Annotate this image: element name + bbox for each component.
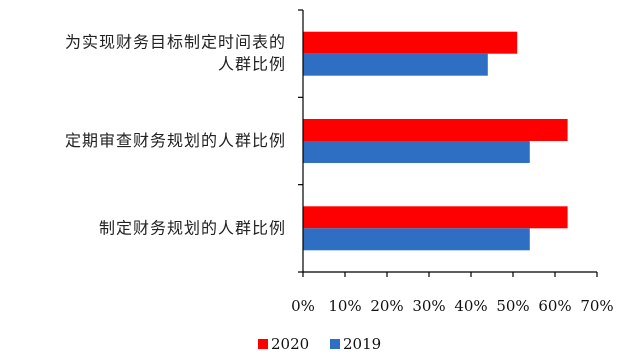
axes-group (298, 9, 598, 277)
category-label-2-line-0: 制定财务规划的人群比例 (99, 218, 286, 237)
bar-2019-cat-2 (303, 228, 530, 251)
bar-2019-cat-0 (303, 53, 488, 76)
bar-2019-cat-1 (303, 141, 530, 163)
x-tick-label: 20% (370, 297, 403, 315)
category-label-0-line-0: 为实现财务目标制定时间表的 (65, 33, 286, 52)
legend: 2020 2019 (258, 335, 381, 353)
x-tick-label: 50% (496, 297, 529, 315)
x-tick-label: 70% (580, 297, 613, 315)
category-label-0-line-1: 人群比例 (218, 55, 286, 74)
x-tick-label: 40% (454, 297, 487, 315)
x-tick-label: 0% (291, 297, 315, 315)
legend-swatch-2019 (330, 339, 340, 349)
legend-label-2020: 2020 (271, 335, 309, 353)
x-tick-labels: 0% 10% 20% 30% 40% 50% 60% 70% (291, 297, 614, 315)
x-tick-label: 60% (538, 297, 571, 315)
bar-2020-cat-0 (303, 31, 518, 54)
bar-2020-cat-2 (303, 206, 568, 229)
category-labels: 为实现财务目标制定时间表的人群比例定期审查财务规划的人群比例制定财务规划的人群比… (65, 33, 286, 238)
legend-swatch-2020 (258, 339, 268, 349)
x-tick-label: 30% (412, 297, 445, 315)
category-label-1-line-0: 定期审查财务规划的人群比例 (65, 131, 286, 150)
legend-label-2019: 2019 (343, 335, 381, 353)
x-tick-label: 10% (328, 297, 361, 315)
bar-2020-cat-1 (303, 119, 568, 141)
bars-group (303, 31, 568, 251)
